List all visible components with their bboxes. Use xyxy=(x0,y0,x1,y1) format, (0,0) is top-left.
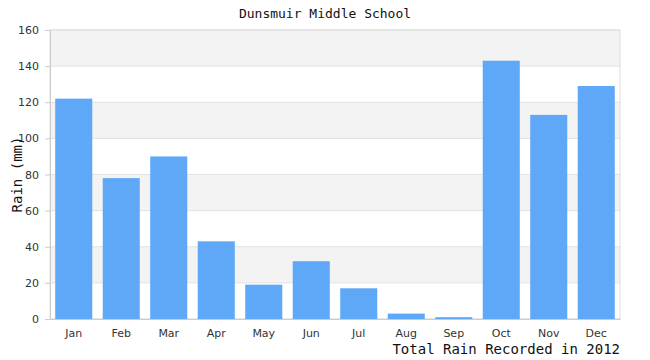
y-tick-label: 20 xyxy=(25,277,39,290)
x-tick-label: Nov xyxy=(538,327,560,340)
x-tick-label: Apr xyxy=(207,327,227,340)
y-tick: 80 xyxy=(25,169,50,182)
bar xyxy=(530,115,567,319)
grid-band xyxy=(50,30,620,66)
x-tick-label: Oct xyxy=(492,327,512,340)
y-tick-mark xyxy=(45,283,50,284)
annotation: Total Rain Recorded in 2012 xyxy=(392,341,620,357)
y-tick-label: 60 xyxy=(25,205,39,218)
x-tick: May xyxy=(252,319,275,340)
y-tick-mark xyxy=(45,30,50,31)
y-tick: 140 xyxy=(18,60,50,73)
title: Dunsmuir Middle School xyxy=(239,6,411,21)
x-tick-label: Dec xyxy=(586,327,607,340)
y-tick: 20 xyxy=(25,277,50,290)
bar xyxy=(388,314,425,319)
y-tick-mark xyxy=(45,319,50,320)
y-tick: 160 xyxy=(18,24,50,37)
x-tick: Mar xyxy=(158,319,179,340)
grid-line xyxy=(50,66,620,67)
y-tick: 120 xyxy=(18,96,50,109)
bar xyxy=(578,86,615,319)
chart: 020406080100120140160JanFebMarAprMayJunJ… xyxy=(0,0,650,360)
y-tick-mark xyxy=(45,247,50,248)
x-tick-label: May xyxy=(252,327,275,340)
grid xyxy=(50,30,620,319)
x-tick: Jul xyxy=(351,319,365,340)
x-axis-line xyxy=(51,319,621,320)
bar xyxy=(483,61,520,319)
y-tick-label: 0 xyxy=(32,313,39,326)
x-axis: Jan Feb Mar Apr May Jun Jul Aug Sep Oct Nov Dec xyxy=(51,319,621,340)
y-tick-mark xyxy=(45,138,50,139)
bars xyxy=(55,61,615,319)
bar xyxy=(340,288,377,319)
bar xyxy=(150,156,187,319)
x-tick: Oct xyxy=(492,319,512,340)
y-tick-mark xyxy=(45,211,50,212)
grid-line xyxy=(50,102,620,103)
x-tick-label: Aug xyxy=(396,327,417,340)
x-tick-label: Feb xyxy=(112,327,131,340)
y-tick-label: 80 xyxy=(25,169,39,182)
y-tick: 40 xyxy=(25,241,50,254)
y-tick-mark xyxy=(45,66,50,67)
x-tick: Jan xyxy=(64,319,82,340)
x-tick-label: Jan xyxy=(64,327,82,340)
y-axis-title: Rain (mm) xyxy=(9,137,25,213)
plot-frame xyxy=(50,30,620,319)
x-tick: Feb xyxy=(112,319,131,340)
x-tick: Nov xyxy=(538,319,560,340)
x-tick: Dec xyxy=(586,319,607,340)
y-tick-label: 140 xyxy=(18,60,39,73)
bar xyxy=(103,178,140,319)
y-tick-label: 40 xyxy=(25,241,39,254)
x-tick-label: Jun xyxy=(302,327,320,340)
bar xyxy=(435,317,472,319)
y-axis-line xyxy=(45,31,51,320)
y-tick-mark xyxy=(45,102,50,103)
x-tick-label: Sep xyxy=(443,327,464,340)
x-tick: Sep xyxy=(443,319,464,340)
y-tick: 0 xyxy=(32,313,50,326)
y-tick-label: 160 xyxy=(18,24,39,37)
x-tick-label: Mar xyxy=(158,327,179,340)
bar xyxy=(245,285,282,319)
y-tick: 60 xyxy=(25,205,50,218)
x-tick: Apr xyxy=(207,319,227,340)
bar xyxy=(198,241,235,319)
y-tick-label: 120 xyxy=(18,96,39,109)
bar xyxy=(55,99,92,319)
y-tick-mark xyxy=(45,175,50,176)
x-tick: Aug xyxy=(396,319,417,340)
bar xyxy=(293,261,330,319)
x-tick: Jun xyxy=(302,319,320,340)
x-tick-label: Jul xyxy=(351,327,365,340)
